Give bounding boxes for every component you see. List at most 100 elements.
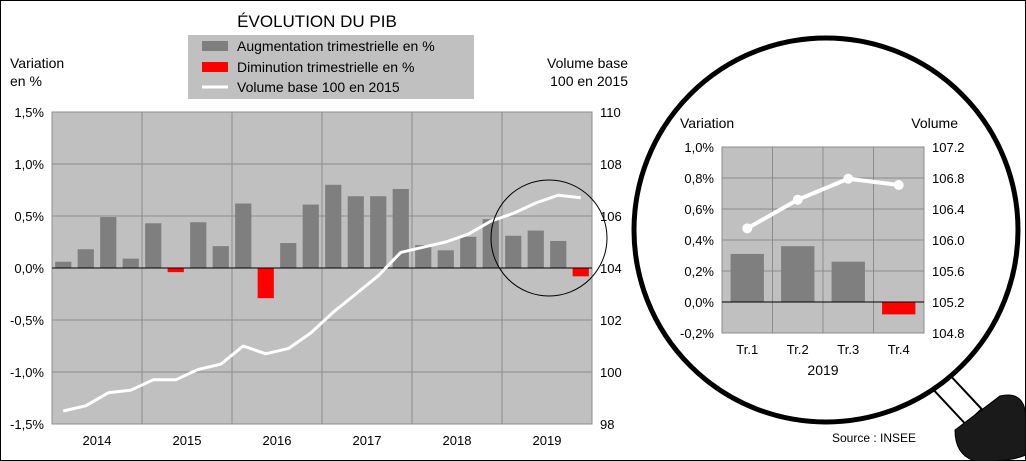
quarter-label: Tr.2: [787, 342, 809, 357]
left-tick-label: -1,0%: [10, 365, 44, 380]
left-tick-label: 1,0%: [684, 140, 714, 155]
bar-decrease: [882, 302, 916, 315]
bar-increase: [831, 261, 865, 302]
legend-swatch-decrease: [202, 62, 228, 72]
quarter-label: Tr.1: [736, 342, 758, 357]
bar-increase: [347, 196, 364, 268]
main-right-axis-ticks: 110 108 106 104 102 100 98: [600, 105, 622, 432]
quarter-label: Tr.4: [888, 342, 910, 357]
right-tick-label: 102: [600, 313, 622, 328]
source-note: Source : INSEE: [832, 431, 916, 445]
left-axis-label-line1: Variation: [10, 55, 64, 71]
bar-increase: [482, 219, 499, 268]
bar-increase: [55, 261, 72, 268]
main-chart: ÉVOLUTION DU PIB Augmentation trimestrie…: [10, 12, 628, 448]
legend-label-volume: Volume base 100 en 2015: [237, 79, 400, 95]
zoom-year-label: 2019: [807, 362, 838, 378]
year-label: 2016: [263, 433, 292, 448]
main-x-axis-labels: 2014 2015 2016 2017 2018 2019: [83, 433, 562, 448]
right-tick-label: 106: [600, 209, 622, 224]
right-tick-label: 107.2: [932, 140, 965, 155]
legend-label-increase: Augmentation trimestrielle en %: [237, 38, 435, 54]
magnifier-inset: Variation Volume 1,0% 0,8% 0,6% 0,4% 0,2% 0,0…: [631, 35, 1026, 461]
left-tick-label: 0,0%: [14, 261, 44, 276]
bar-increase: [392, 188, 409, 268]
right-tick-label: 104.8: [932, 326, 965, 341]
volume-point: [792, 194, 803, 205]
left-tick-label: 0,8%: [684, 171, 714, 186]
left-axis-label-line2: en %: [10, 73, 42, 89]
bar-decrease: [257, 268, 274, 299]
bar-increase: [100, 217, 117, 268]
volume-point: [893, 179, 904, 190]
legend: Augmentation trimestrielle en % Diminuti…: [188, 35, 474, 99]
year-label: 2019: [533, 433, 562, 448]
zoom-circle: [490, 179, 608, 297]
bar-increase: [527, 230, 544, 268]
bar-decrease: [572, 268, 589, 277]
right-tick-label: 105.2: [932, 295, 965, 310]
bar-increase: [122, 258, 139, 268]
bar-increase: [460, 236, 477, 268]
legend-box: [188, 35, 474, 99]
bar-increase: [730, 253, 764, 302]
right-tick-label: 110: [600, 105, 621, 120]
legend-swatch-increase: [202, 41, 228, 51]
zoom-volume-line: [742, 173, 904, 234]
bar-increase: [415, 245, 432, 268]
left-tick-label: -0,5%: [10, 313, 44, 328]
zoom-right-axis-label: Volume: [911, 115, 958, 131]
left-tick-label: 0,4%: [684, 233, 714, 248]
left-tick-label: 0,0%: [684, 295, 714, 310]
year-label: 2014: [83, 433, 112, 448]
bar-increase: [190, 222, 207, 268]
bar-increase: [370, 196, 387, 268]
bar-increase: [302, 204, 319, 268]
main-bars: [55, 184, 589, 299]
plot-border: [721, 146, 925, 334]
zoom-x-axis-labels: Tr.1 Tr.2 Tr.3 Tr.4: [736, 342, 909, 357]
legend-label-decrease: Diminution trimestrielle en %: [237, 59, 414, 75]
volume-point: [742, 223, 753, 234]
bar-increase: [781, 246, 815, 302]
right-tick-label: 98: [600, 417, 614, 432]
right-tick-label: 106.8: [932, 171, 965, 186]
right-tick-label: 108: [600, 157, 622, 172]
right-axis-label-line1: Volume base: [547, 55, 628, 71]
chart-title: ÉVOLUTION DU PIB: [237, 12, 397, 31]
right-tick-label: 100: [600, 365, 622, 380]
right-tick-label: 105.6: [932, 264, 965, 279]
left-tick-label: -1,5%: [10, 417, 44, 432]
main-left-axis-ticks: 1,5% 1,0% 0,5% 0,0% -0,5% -1,0% -1,5%: [10, 105, 44, 432]
bar-increase: [212, 246, 229, 268]
left-tick-label: -0,2%: [680, 326, 714, 341]
zoom-left-axis-label: Variation: [680, 115, 734, 131]
volume-point: [843, 173, 854, 184]
bar-increase: [280, 243, 297, 268]
bar-increase: [505, 235, 522, 268]
zoom-left-axis-ticks: 1,0% 0,8% 0,6% 0,4% 0,2% 0,0% -0,2%: [680, 140, 714, 341]
volume-line: [746, 176, 899, 231]
year-label: 2017: [353, 433, 382, 448]
left-tick-label: 0,2%: [684, 264, 714, 279]
bar-decrease: [167, 268, 184, 273]
main-volume-line: [62, 193, 581, 413]
zoom-right-axis-ticks: 107.2 106.8 106.4 106.0 105.6 105.2 104.8: [932, 140, 965, 341]
right-tick-label: 106.0: [932, 233, 965, 248]
left-tick-label: 0,5%: [14, 209, 44, 224]
right-tick-label: 104: [600, 261, 622, 276]
volume-line: [62, 193, 581, 413]
bar-increase: [145, 223, 162, 268]
zoom-bars: [730, 246, 916, 315]
handle-grip: [954, 394, 1026, 461]
bar-increase: [325, 184, 342, 268]
year-label: 2018: [443, 433, 472, 448]
bar-increase: [437, 250, 454, 268]
left-tick-label: 1,0%: [14, 157, 44, 172]
right-axis-label-line2: 100 en 2015: [550, 73, 628, 89]
quarter-label: Tr.3: [837, 342, 859, 357]
left-tick-label: 1,5%: [14, 105, 44, 120]
bar-increase: [235, 203, 252, 268]
